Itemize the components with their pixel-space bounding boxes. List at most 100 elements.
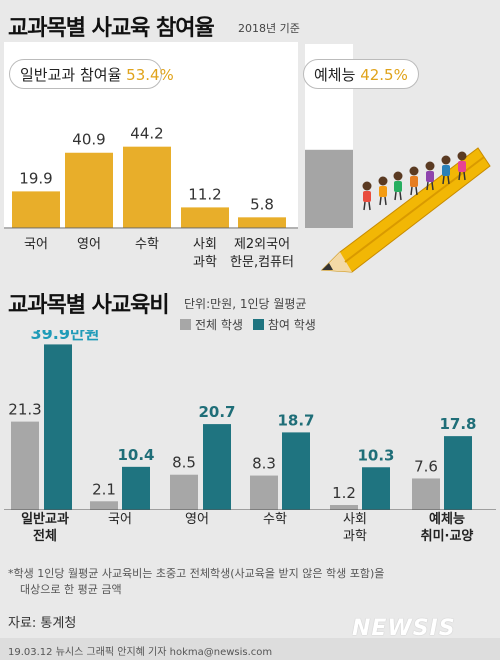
top-bar-value-2: 44.2 [130,125,163,143]
figure-leg-0 [363,201,366,211]
cat-social: 사회 과학 [343,512,367,544]
arts-participation-pct: 42.5% [360,66,408,84]
all-bar-value-1: 2.1 [92,480,116,498]
top-bar-value-3: 11.2 [188,185,221,203]
general-participation-pct: 53.4% [126,66,174,84]
figure-body-3 [410,176,418,187]
figure-head-5 [441,155,451,165]
all-bar-value-4: 1.2 [332,484,356,502]
figure-body-1 [379,186,387,197]
part-bar-4 [362,467,390,510]
all-bar-4 [330,505,358,510]
figure-leg-6 [458,171,461,181]
figure-head-6 [457,151,467,161]
newsis-logo: NEWSIS [352,616,456,641]
figure-head-3 [409,166,419,176]
top-cat-label-4: 한문,컴퓨터 [230,255,294,270]
note-line-1: *학생 1인당 월평균 사교육비는 초중고 전체학생(사교육을 받지 않은 학생… [8,567,385,580]
pencil-stripe [344,156,485,263]
top-bar-bg [181,44,229,228]
figure-head-2 [393,171,403,181]
all-bar-5 [412,478,440,510]
part-bar-3 [282,432,310,510]
all-bar-value-2: 8.5 [172,454,196,472]
figure-leg-1 [384,196,387,206]
figure-body-5 [442,165,450,176]
top-cat-label-0: 국어 [24,237,48,252]
top-bar-0 [12,191,60,228]
figure-leg-4 [426,181,429,191]
top-bar-2 [123,146,171,228]
cat-arts: 예체능 취미·교양 [420,512,474,544]
figure-leg-3 [415,186,418,196]
footer-band [0,638,500,660]
figure-leg-0 [368,201,371,211]
figure-leg-4 [431,181,434,191]
figure-head-1 [378,176,388,186]
top-cat-label-2: 수학 [135,237,159,252]
arts-participation-pill: 예체능 42.5% [303,59,419,89]
figure-leg-2 [399,191,402,201]
top-bar-3 [181,207,229,228]
all-bar-3 [250,475,278,510]
bottom-chart: 21.3 2.1 8.5 8.3 1.2 7.6 10.4 20.7 18.7 10.3 17.8 3… [4,330,496,510]
figure-leg-6 [463,171,466,181]
figure-head-0 [362,181,372,191]
legend-all-label: 전체 학생 [195,318,243,332]
bottom-categories: 일반교과 전체 국어 영어 수학 사회 과학 예체능 취미·교양 [0,511,500,547]
bottom-title: 교과목별 사교육비 [8,293,170,318]
part-bar-0 [44,344,72,510]
bottom-unit: 단위:만원, 1인당 월평균 [184,297,307,311]
top-title: 교과목별 사교육 참여율 [8,16,215,41]
legend-part-label: 참여 학생 [267,318,316,332]
source: 자료: 통계청 [8,616,77,631]
figure-body-2 [394,181,402,192]
figure-leg-5 [447,175,450,185]
figure-leg-1 [379,196,382,206]
part-bar-value-4: 10.3 [357,446,394,464]
top-bar-4 [238,217,286,228]
part-bar-value-0: 39.9만원 [31,330,100,343]
top-cat-label-1: 영어 [77,237,101,252]
pencil-tip [322,263,333,270]
top-bar-bg [238,44,286,228]
top-bar-value-1: 40.9 [72,131,105,149]
all-bar-2 [170,474,198,510]
top-cat-label-4: 제2외국어 [234,237,290,252]
part-bar-value-5: 17.8 [439,415,476,433]
cat-korean: 국어 [108,512,132,527]
top-bar-1 [65,152,113,228]
legend-all-swatch [180,319,191,330]
part-bar-value-2: 20.7 [198,403,235,421]
arts-bar [305,149,353,228]
arts-participation-label: 예체능 [314,66,356,84]
figure-head-4 [425,161,435,171]
figure-body-4 [426,171,434,182]
all-bar-value-5: 7.6 [414,457,438,475]
top-bar-value-0: 19.9 [19,169,52,187]
top-cat-label-3: 사회 [193,237,217,252]
legend: 전체 학생 참여 학생 [180,316,316,333]
general-participation-label: 일반교과 참여율 [20,66,122,84]
note-line-2: 대상으로 한 평균 금액 [20,583,122,596]
top-bar-value-4: 5.8 [250,195,274,213]
general-participation-pill: 일반교과 참여율 53.4% [9,59,174,89]
part-bar-value-3: 18.7 [277,411,314,429]
figure-leg-5 [442,175,445,185]
part-bar-2 [203,424,231,510]
part-bar-5 [444,436,472,510]
cat-english: 영어 [185,512,209,527]
legend-part-swatch [252,319,264,330]
part-bar-1 [122,466,150,510]
top-basis: 2018년 기준 [238,22,300,35]
top-cat-label-3: 과학 [193,255,217,270]
credit: 19.03.12 뉴시스 그래픽 안지혜 기자 hokma@newsis.com [8,647,273,658]
part-bar-value-1: 10.4 [117,446,154,464]
all-bar-value-0: 21.3 [8,401,41,419]
figure-body-6 [458,161,466,172]
cat-math: 수학 [263,512,287,527]
all-bar-1 [90,501,118,510]
figure-body-0 [363,191,371,202]
cat-general: 일반교과 전체 [21,512,69,544]
